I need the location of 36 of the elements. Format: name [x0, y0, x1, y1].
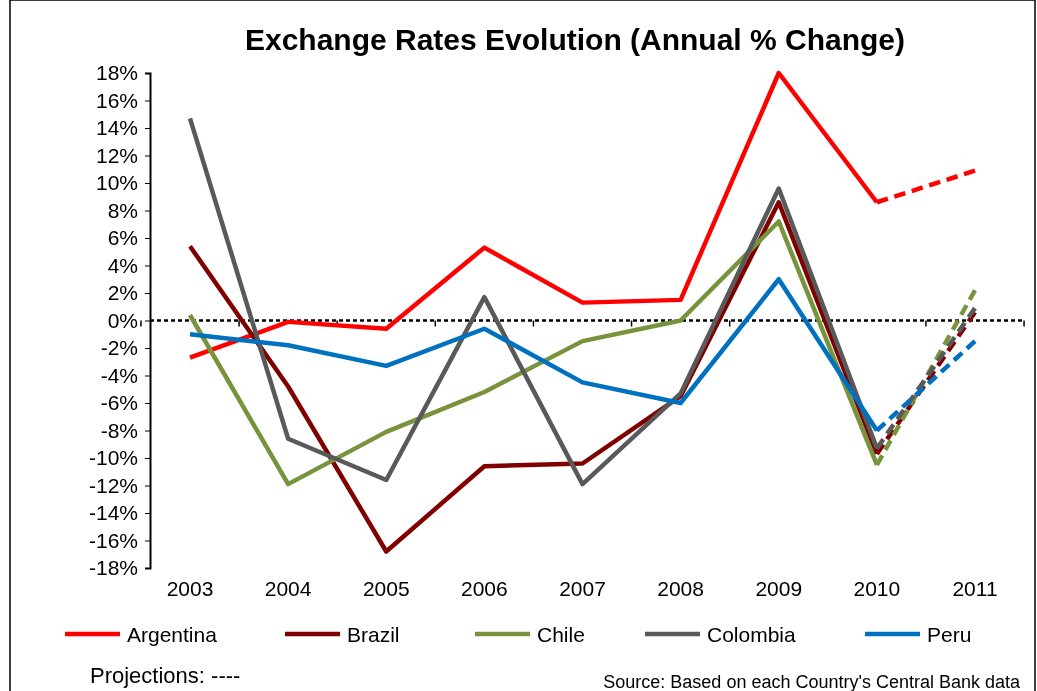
chart-title: Exchange Rates Evolution (Annual % Change)	[244, 23, 906, 56]
y-tick-label: 8%	[107, 198, 138, 222]
y-tick-label: 14%	[95, 116, 138, 140]
y-tick-label: -2%	[100, 336, 138, 360]
legend-label: Colombia	[707, 623, 797, 646]
y-tick-label: -16%	[88, 528, 138, 552]
y-tick-label: 2%	[107, 281, 138, 305]
legend-label: Chile	[537, 623, 585, 646]
y-tick-label: -4%	[100, 363, 138, 387]
x-tick-label: 2009	[755, 577, 803, 600]
y-tick-label: 12%	[95, 143, 138, 167]
legend-label: Brazil	[347, 623, 400, 646]
y-tick-label: 6%	[107, 226, 138, 250]
x-tick-label: 2008	[657, 577, 704, 600]
legend-label: Peru	[927, 623, 972, 646]
x-tick-label: 2006	[461, 577, 508, 600]
y-tick-label: -8%	[100, 418, 138, 442]
y-tick-label: 10%	[95, 171, 138, 195]
legend-label: Argentina	[127, 623, 218, 646]
y-tick-label: -12%	[88, 473, 138, 497]
y-tick-label: -14%	[88, 501, 138, 525]
x-tick-label: 2005	[362, 577, 410, 600]
y-tick-label: -18%	[88, 556, 138, 580]
x-tick-label: 2011	[952, 577, 998, 600]
text: Projections: ----	[90, 663, 241, 688]
y-tick-label: 18%	[95, 61, 138, 85]
y-tick-label: 0%	[107, 308, 138, 332]
y-tick-label: -6%	[100, 391, 138, 415]
y-tick-label: 4%	[107, 253, 138, 277]
x-tick-label: 2010	[853, 577, 901, 600]
x-tick-label: 2003	[166, 577, 214, 600]
y-tick-label: -10%	[88, 446, 138, 470]
y-tick-label: 16%	[95, 88, 138, 112]
source-note: Source: Based on each Country's Central Bank data	[603, 672, 1021, 691]
x-tick-label: 2007	[559, 577, 606, 600]
x-tick-label: 2004	[264, 577, 312, 600]
